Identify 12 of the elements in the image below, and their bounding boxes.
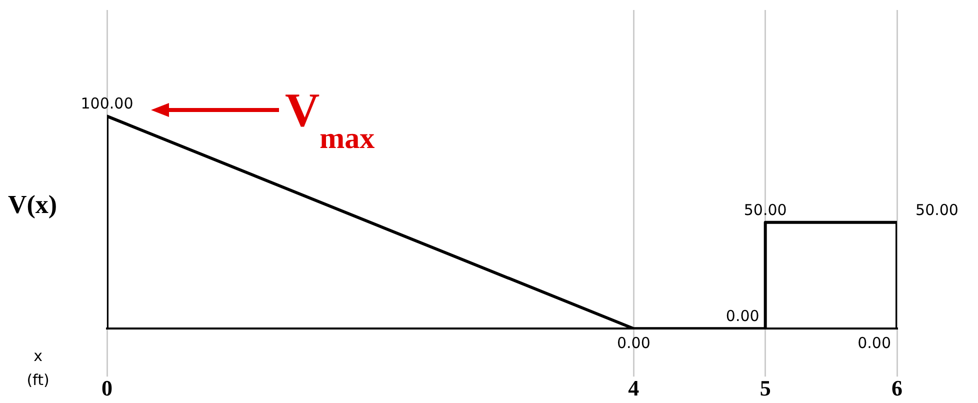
x-tick-label: 4 [628,375,640,400]
data-label: 0.00 [858,334,891,352]
data-label: 50.00 [916,200,958,219]
data-label: 0.00 [726,306,760,325]
x-tick-label: 0 [102,375,112,400]
x-tick-label: 5 [760,375,771,400]
data-label: 0.00 [616,334,650,352]
y-axis-title: V(x) [8,190,58,219]
x-axis-title: x (ft) [26,346,50,389]
x-tick-label: 6 [892,375,902,400]
data-label: 100.00 [80,94,134,113]
data-label: 50.00 [744,200,787,219]
